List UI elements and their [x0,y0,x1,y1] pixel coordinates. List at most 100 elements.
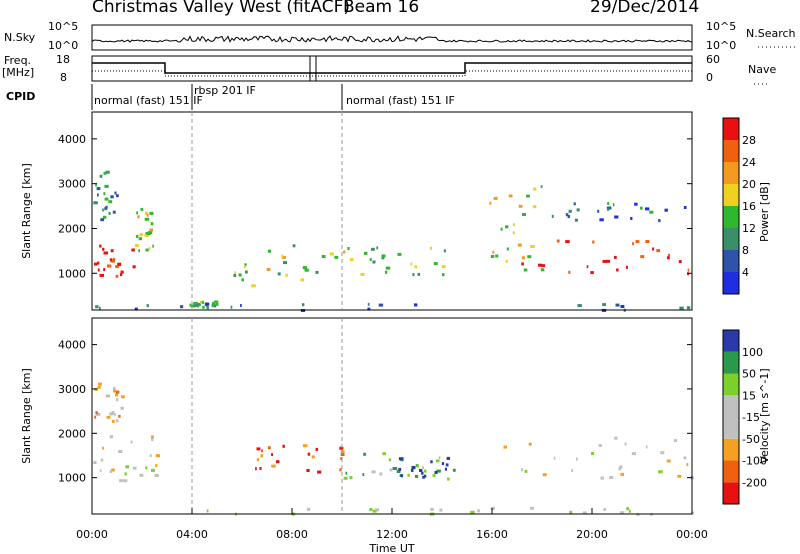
cell-6-20 [493,196,498,200]
cell-6-0 [603,507,606,511]
cell-5-2 [503,445,507,449]
nave-trace [92,70,692,77]
cell-0-15 [132,265,136,269]
cell-0-19 [109,469,113,473]
cell-5-13 [542,473,547,477]
cell-1-19 [146,232,151,235]
cell-1-12 [106,415,111,419]
cpid-mode-3: normal (fast) 151 IF [346,94,455,107]
cell-8-0 [658,219,661,223]
cell-1-18 [144,234,149,237]
cell-2-21 [339,446,344,450]
cell-3-0 [362,473,365,477]
cell-4-17 [243,265,246,269]
cell-0-2 [150,435,154,439]
cell-5-5 [660,451,665,455]
cell-5-16 [443,249,446,253]
cell-7-22 [602,259,607,263]
cell-7-0 [538,263,543,267]
velocity-colorbar-tick-0: -200 [742,476,767,489]
cell-2-20 [110,195,114,199]
cell-5-20 [429,246,433,250]
cell-7-13 [521,262,524,266]
cell-8-18 [664,208,668,212]
cell-8-3 [574,218,578,222]
cell-9-22 [180,305,184,309]
cell-3-8 [212,301,216,305]
cell-1-2 [113,386,116,390]
cell-8-21 [599,218,604,222]
power-colorbar-tick-2: 12 [742,222,756,235]
cell-6-20 [490,506,495,510]
cell-1-6 [94,415,97,419]
cell-0-8 [155,454,160,458]
cell-1-14 [115,419,119,423]
cell-5-21 [673,439,678,443]
cell-5-20 [666,459,671,463]
cell-5-25 [624,442,627,446]
cell-1-10 [112,419,115,423]
cell-0-3 [102,446,104,450]
cell-4-18 [277,272,281,276]
power-frame [91,111,693,311]
cell-9-13 [679,306,684,310]
beam-label: Beam 16 [343,0,420,17]
cell-6-2 [582,511,587,515]
velocity-colorbar-tick-4: 15 [742,389,756,402]
cell-3-11 [201,301,204,305]
cell-3-16 [371,470,376,474]
cell-9-1 [367,307,371,311]
cell-0-15 [118,450,123,453]
cell-2-18 [340,450,345,453]
cell-4-12 [334,255,339,259]
cpid-label: CPID [6,90,35,103]
cell-1-19 [115,390,120,394]
nsky-panel: N.Sky 10^5 10^0 10^5 10^0 N.Search [4,20,796,52]
velocity-colorbar-swatch-6 [723,351,739,374]
cell-4-17 [412,465,415,469]
nsky-trace [91,35,693,43]
cell-6-12 [628,509,631,513]
cell-3-10 [343,476,348,480]
velocity-yticks: 1000 2000 3000 4000 [58,318,692,514]
cell-0-17 [103,268,106,272]
cell-1-16 [105,394,111,398]
power-yticks: 1000 2000 3000 4000 [58,112,692,310]
cell-6-12 [522,213,526,216]
cell-5-1 [364,251,368,255]
cell-1-7 [118,414,121,418]
cell-5-10 [553,456,556,460]
cell-0-16 [124,472,127,476]
cell-1-17 [138,237,143,241]
cell-2-2 [105,170,110,174]
velocity-colorbar-label: Velocity [m s^-1] [758,368,771,463]
cell-7-8 [592,240,595,244]
cell-7-18 [616,268,619,272]
cell-0-1 [119,479,124,483]
xtick-label-4: 16:00 [476,528,508,541]
cell-7-24 [687,268,690,272]
cell-3-12 [213,304,217,308]
cell-3-21 [392,467,398,470]
cell-0-20 [115,274,119,278]
power-colorbar-swatch-0 [723,272,739,294]
cell-1-14 [144,217,150,221]
cell-8-1 [683,206,687,209]
cell-4-16 [430,460,433,464]
cell-3-11 [438,456,441,460]
cell-3-18 [189,303,192,307]
cell-2-11 [340,457,343,461]
cell-2-16 [259,467,262,470]
cell-5-14 [686,463,689,467]
cell-5-22 [598,444,602,447]
cell-9-8 [95,305,99,309]
cell-3-9 [389,468,393,472]
cell-2-7 [108,211,111,215]
date-label: 29/Dec/2014 [590,0,700,17]
cell-0-17 [123,479,128,483]
xtick-label-0: 00:00 [76,528,108,541]
cell-7-20 [678,260,682,264]
power-ylabel: Slant Range [km] [20,163,33,259]
cell-7-15 [541,264,546,268]
cell-4-6 [445,463,449,467]
